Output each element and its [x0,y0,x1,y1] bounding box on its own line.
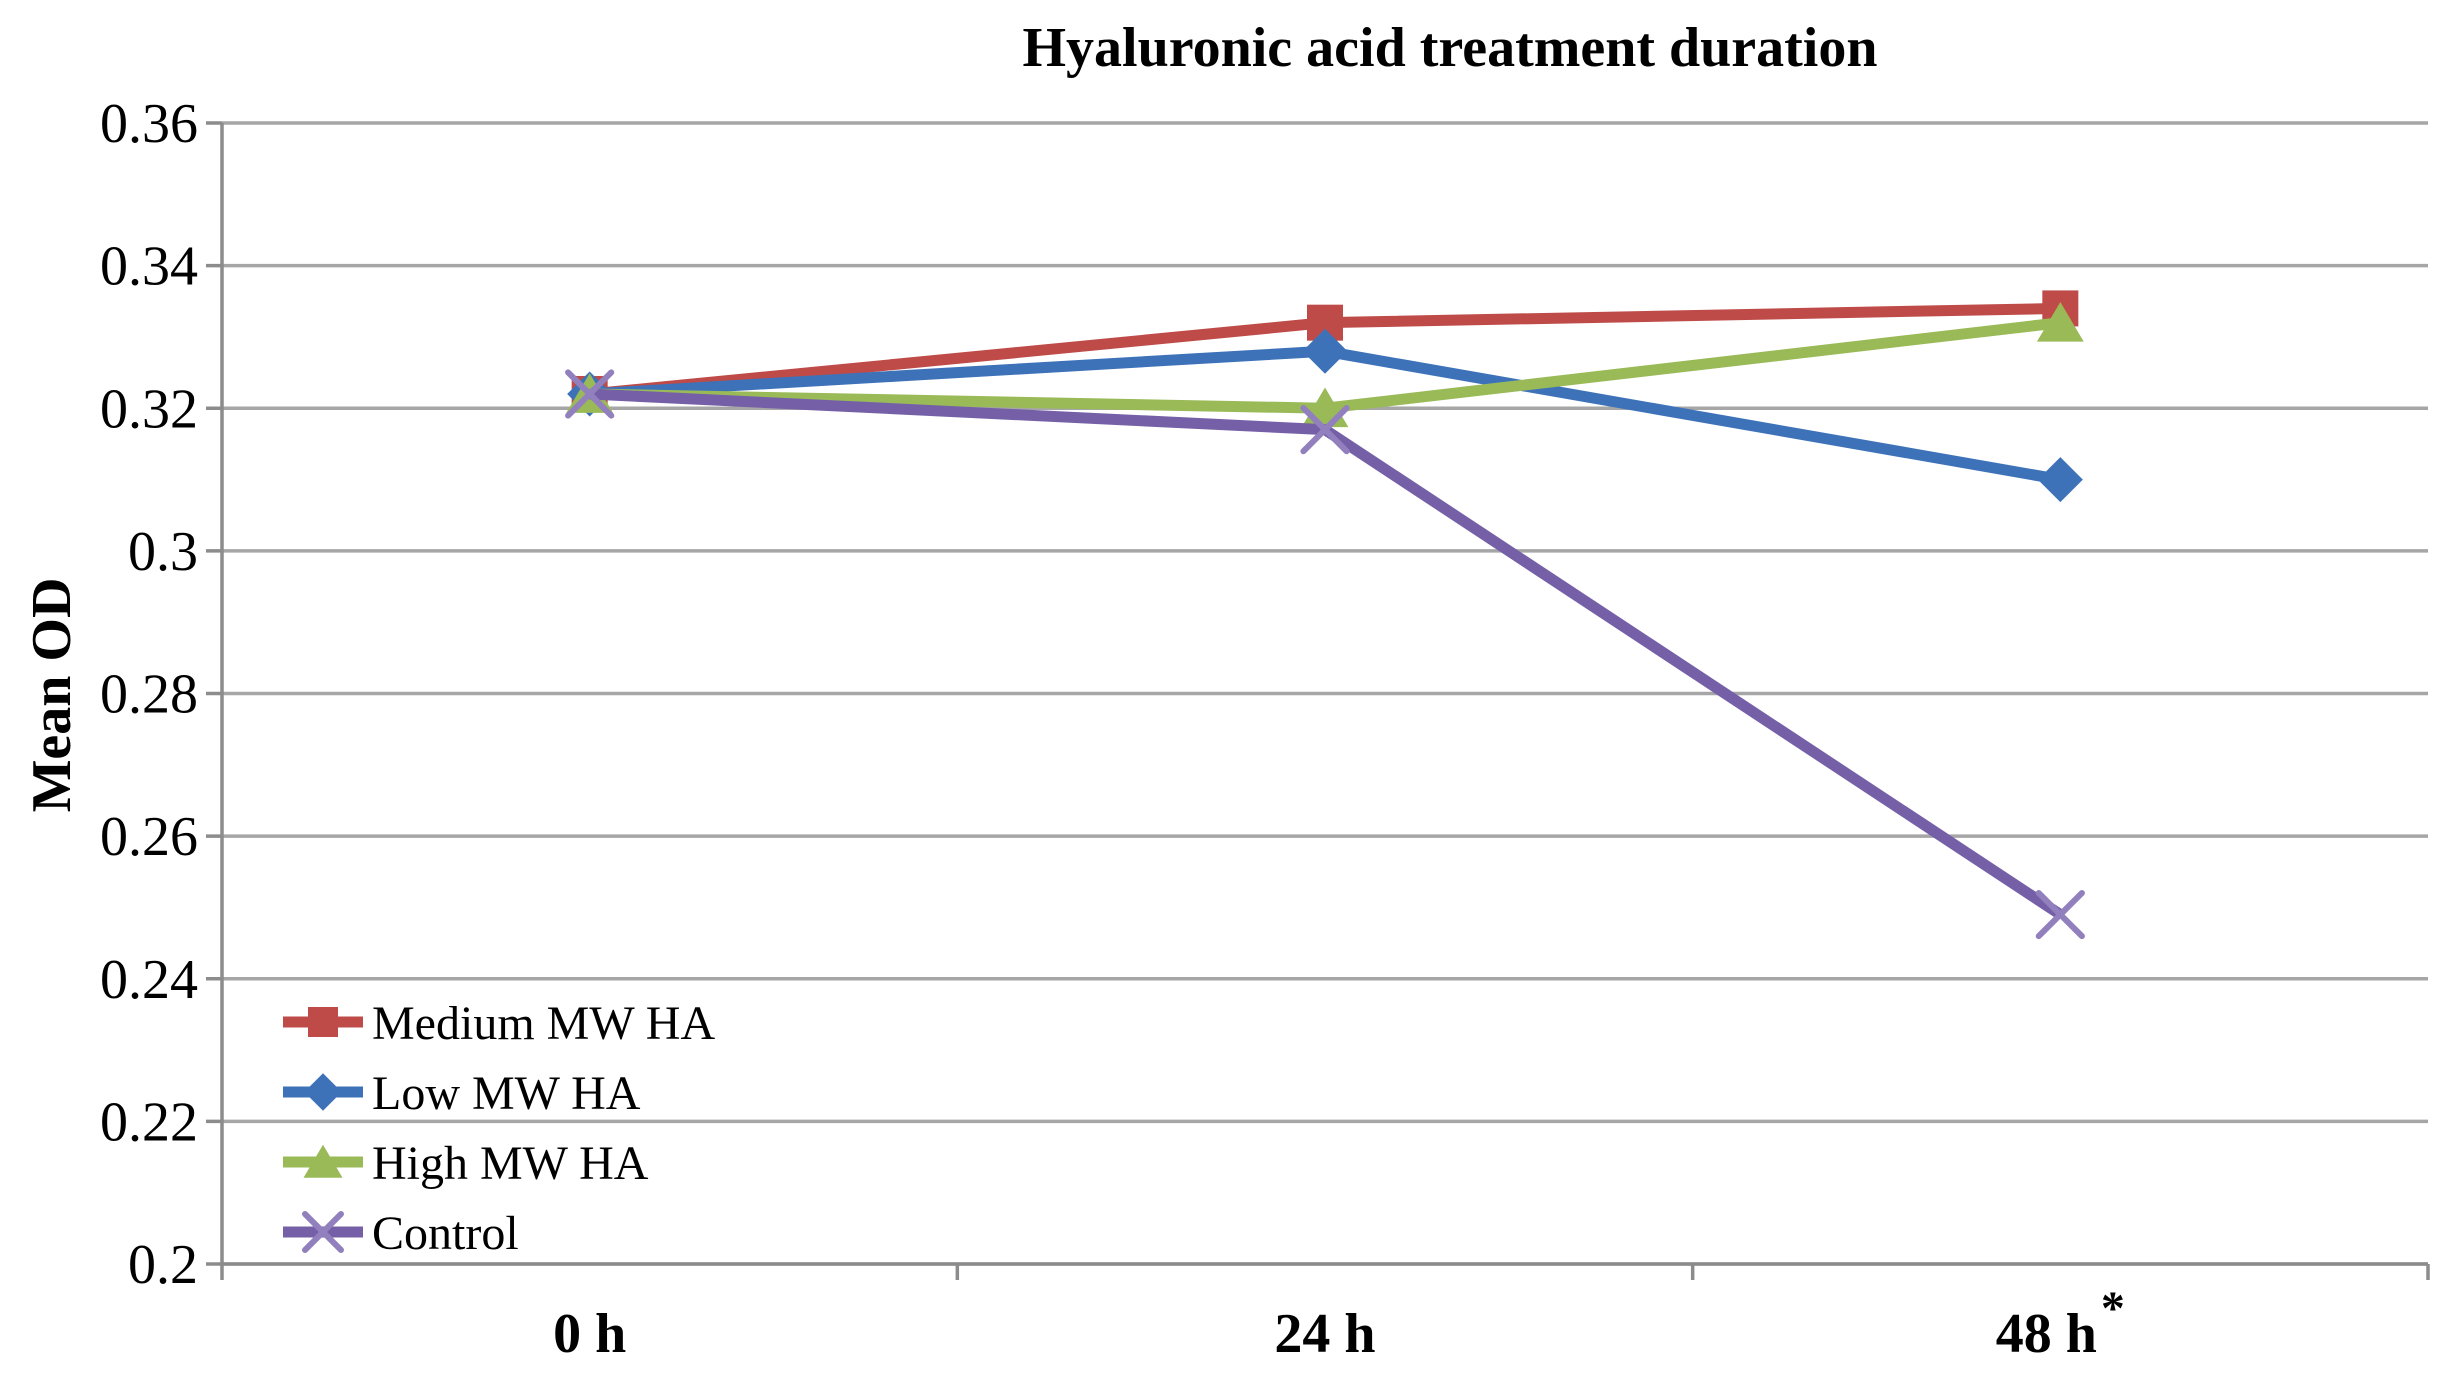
chart-title: Hyaluronic acid treatment duration [1022,17,1878,79]
series-marker-triangle-icon [2036,301,2084,342]
significance-star: * [2101,1282,2125,1335]
x-tick-label: 24 h [1274,1303,1375,1365]
y-tick-label: 0.22 [100,1091,198,1153]
legend-marker-triangle-icon [303,1144,343,1178]
legend-marker-diamond-icon [304,1073,342,1111]
legend-item: Control [283,1207,519,1260]
legend-item: Medium MW HA [283,997,715,1050]
legend-label: Control [372,1207,519,1260]
y-tick-label: 0.32 [100,378,198,440]
legend-label: High MW HA [372,1137,649,1190]
y-tick-label: 0.26 [100,806,198,868]
series-marker-x-icon [565,369,615,419]
y-tick-label: 0.24 [100,949,198,1011]
legend-label: Low MW HA [372,1067,641,1120]
legend-marker-square-icon [308,1007,338,1037]
series-marker-x-icon [1300,405,1350,455]
series-marker-x-icon [2035,889,2085,940]
y-tick-label: 0.36 [100,93,198,155]
series-marker-diamond-icon [2037,457,2083,503]
y-tick-label: 0.34 [100,236,198,298]
series-marker-diamond-icon [1302,328,1348,374]
x-tick-label: 48 h* [1996,1282,2125,1365]
x-tick-label: 0 h [553,1303,626,1365]
y-tick-label: 0.28 [100,664,198,726]
y-tick-label: 0.3 [128,521,198,583]
legend-marker-x-icon [302,1211,344,1253]
y-tick-label: 0.2 [128,1234,198,1296]
legend-label: Medium MW HA [372,997,715,1050]
legend-item: Low MW HA [283,1067,641,1120]
y-axis-title: Mean OD [21,577,83,813]
legend-item: High MW HA [283,1137,649,1190]
